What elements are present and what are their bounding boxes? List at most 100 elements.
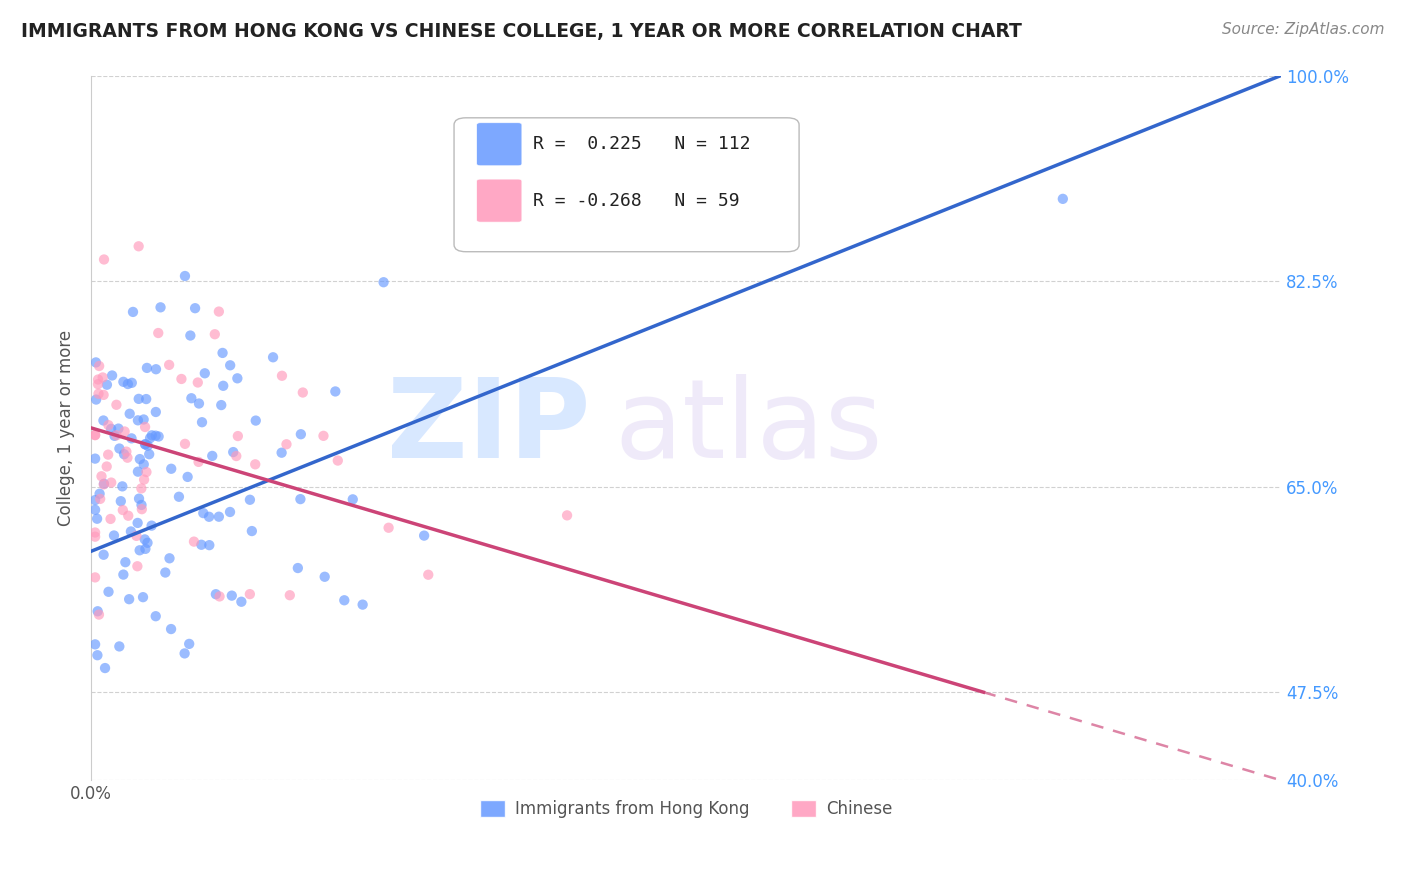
- Point: [87, 377, 110, 392]
- Point: [187, 376, 209, 390]
- Point: [145, 428, 167, 442]
- Point: [97, 584, 120, 599]
- Point: [139, 431, 162, 445]
- Point: [100, 422, 122, 436]
- FancyBboxPatch shape: [477, 123, 522, 166]
- Point: [125, 529, 148, 543]
- Point: [314, 570, 336, 584]
- Point: [190, 538, 212, 552]
- Text: Source: ZipAtlas.com: Source: ZipAtlas.com: [1222, 22, 1385, 37]
- Point: [134, 420, 156, 434]
- Point: [84, 355, 107, 369]
- Point: [127, 559, 149, 574]
- Point: [352, 598, 374, 612]
- Point: [555, 508, 578, 523]
- Point: [100, 512, 122, 526]
- Text: IMMIGRANTS FROM HONG KONG VS CHINESE COLLEGE, 1 YEAR OR MORE CORRELATION CHART: IMMIGRANTS FROM HONG KONG VS CHINESE COL…: [21, 22, 1022, 41]
- Point: [176, 470, 198, 484]
- Point: [135, 465, 157, 479]
- Point: [290, 427, 312, 442]
- Point: [93, 476, 115, 491]
- Point: [112, 567, 135, 582]
- Point: [127, 413, 149, 427]
- Point: [201, 449, 224, 463]
- Point: [226, 429, 249, 443]
- Point: [291, 385, 314, 400]
- Point: [84, 503, 107, 517]
- Point: [94, 661, 117, 675]
- Point: [127, 465, 149, 479]
- Point: [138, 447, 160, 461]
- Point: [141, 428, 163, 442]
- Point: [145, 609, 167, 624]
- Point: [87, 386, 110, 401]
- Point: [84, 525, 107, 540]
- Y-axis label: College, 1 year or more: College, 1 year or more: [58, 330, 75, 526]
- Point: [128, 491, 150, 506]
- Point: [187, 455, 209, 469]
- Point: [205, 587, 228, 601]
- Point: [134, 437, 156, 451]
- Point: [84, 570, 107, 584]
- Point: [188, 396, 211, 410]
- Text: atlas: atlas: [614, 375, 883, 482]
- Point: [128, 239, 150, 253]
- Point: [167, 490, 190, 504]
- Point: [86, 648, 108, 663]
- Point: [103, 429, 125, 443]
- Point: [342, 492, 364, 507]
- Point: [117, 450, 139, 465]
- Point: [145, 405, 167, 419]
- Point: [114, 555, 136, 569]
- FancyBboxPatch shape: [454, 118, 799, 252]
- Point: [105, 428, 128, 442]
- Point: [86, 604, 108, 618]
- Point: [211, 346, 233, 360]
- Point: [128, 452, 150, 467]
- Point: [222, 445, 245, 459]
- Point: [93, 388, 115, 402]
- Point: [170, 372, 193, 386]
- Point: [174, 268, 197, 283]
- Point: [212, 379, 235, 393]
- Point: [97, 448, 120, 462]
- Point: [239, 587, 262, 601]
- Point: [160, 622, 183, 636]
- Point: [271, 368, 294, 383]
- Point: [173, 647, 195, 661]
- Point: [87, 372, 110, 386]
- Point: [245, 414, 267, 428]
- Point: [134, 533, 156, 547]
- Point: [87, 607, 110, 622]
- Point: [373, 275, 395, 289]
- Point: [127, 516, 149, 530]
- Point: [89, 359, 111, 373]
- Point: [105, 398, 128, 412]
- Point: [84, 493, 107, 508]
- Point: [134, 541, 156, 556]
- Point: [93, 413, 115, 427]
- Point: [204, 327, 226, 342]
- Point: [93, 477, 115, 491]
- Text: R =  0.225   N = 112: R = 0.225 N = 112: [533, 136, 749, 153]
- Point: [100, 475, 122, 490]
- Point: [226, 371, 249, 385]
- Point: [174, 437, 197, 451]
- Point: [418, 567, 440, 582]
- Point: [135, 392, 157, 406]
- Point: [1052, 192, 1074, 206]
- Point: [219, 359, 242, 373]
- Text: R = -0.268   N = 59: R = -0.268 N = 59: [533, 192, 740, 210]
- Point: [118, 592, 141, 607]
- Point: [84, 451, 107, 466]
- Point: [111, 503, 134, 517]
- Point: [117, 377, 139, 392]
- Point: [86, 512, 108, 526]
- Point: [112, 375, 135, 389]
- Point: [325, 384, 347, 399]
- Point: [333, 593, 356, 607]
- Point: [107, 421, 129, 435]
- Point: [84, 530, 107, 544]
- Point: [180, 391, 202, 405]
- Point: [208, 304, 231, 318]
